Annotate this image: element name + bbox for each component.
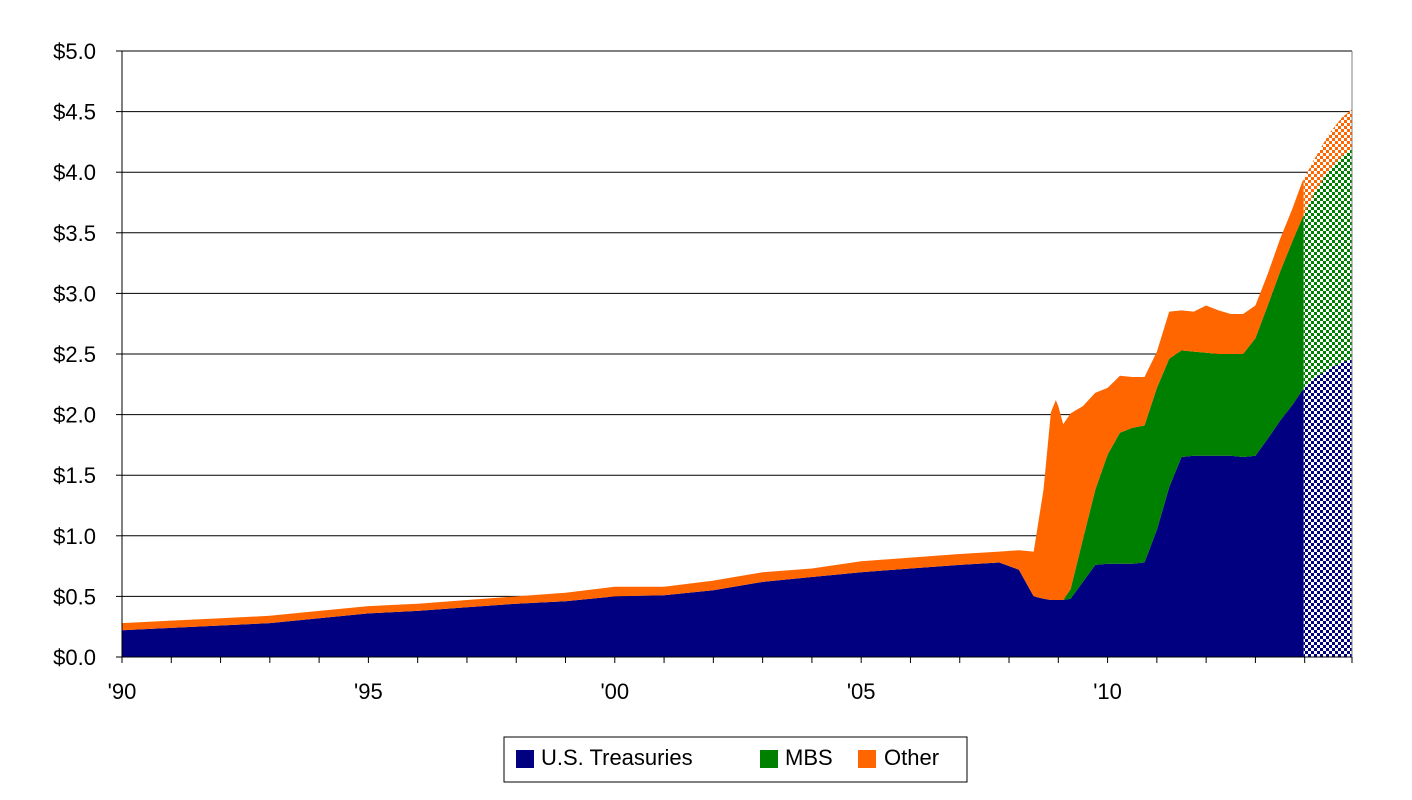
y-tick-label: $4.5 — [53, 100, 96, 125]
y-tick-label: $4.0 — [53, 160, 96, 185]
legend-label-other: Other — [884, 745, 939, 770]
y-tick-label: $5.0 — [53, 39, 96, 64]
axes: $0.0 $0.5 $1.0 $1.5 $2.0 $2.5 $3.0 $3.5 $4.0 $4.5… — [53, 39, 1353, 704]
legend-swatch-mbs — [760, 750, 778, 768]
area-treasuries — [122, 388, 1304, 657]
gridlines — [122, 50, 1352, 597]
legend-swatch-treasuries — [516, 750, 534, 768]
y-tick-label: $1.0 — [53, 524, 96, 549]
y-tick-label: $2.0 — [53, 403, 96, 428]
x-tick-label: '90 — [108, 679, 137, 704]
legend: U.S. Treasuries MBS Other — [503, 736, 968, 783]
legend-swatch-other — [858, 750, 876, 768]
y-tick-label: $2.5 — [53, 342, 96, 367]
area-other-projection — [1303, 109, 1352, 216]
legend-box — [503, 736, 968, 783]
legend-label-mbs: MBS — [785, 745, 833, 770]
x-tick-label: '95 — [354, 679, 383, 704]
area-treasuries-projection — [1303, 358, 1352, 657]
y-tick-label: $3.0 — [53, 281, 96, 306]
x-tick-label: '05 — [847, 679, 876, 704]
legend-label-treasuries: U.S. Treasuries — [541, 745, 693, 770]
y-tick-label: $0.0 — [53, 645, 96, 670]
x-tick-label: '10 — [1093, 679, 1122, 704]
x-tick-label: '00 — [600, 679, 629, 704]
area-mbs-projection — [1303, 148, 1352, 389]
plot-areas — [122, 109, 1352, 657]
y-tick-label: $1.5 — [53, 463, 96, 488]
y-tick-label: $3.5 — [53, 221, 96, 246]
y-tick-label: $0.5 — [53, 584, 96, 609]
